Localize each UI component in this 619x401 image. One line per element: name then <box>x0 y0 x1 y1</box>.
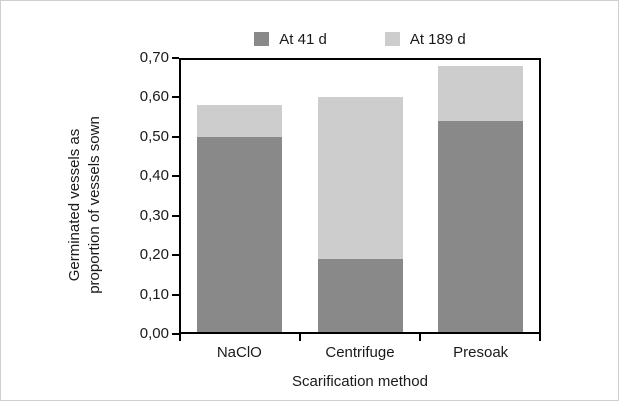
y-axis-tick <box>172 254 179 257</box>
bar-segment-at-41-d <box>317 259 403 334</box>
legend-swatch-dark-icon <box>254 32 270 46</box>
y-axis-tick <box>172 333 179 335</box>
y-axis-title: Germinated vessels as proportion of vess… <box>65 65 107 345</box>
bar-naclo <box>196 105 282 334</box>
y-axis-tick <box>172 214 179 217</box>
x-axis-category-labels: NaClO Centrifuge Presoak <box>179 344 541 361</box>
legend: At 41 d At 189 d <box>179 30 541 48</box>
bar-presoak <box>438 65 524 334</box>
x-category-label: NaClO <box>216 344 262 361</box>
bar-segment-at-189-d <box>317 97 403 260</box>
y-axis-tick <box>172 96 179 99</box>
y-axis-tick-label: 0,20 <box>139 246 169 264</box>
y-axis-tick-label: 0,10 <box>139 285 169 303</box>
y-axis-tick <box>172 57 179 59</box>
y-axis-tick <box>172 175 179 178</box>
bar-segment-at-189-d <box>196 105 282 137</box>
y-axis-tick <box>172 293 179 296</box>
legend-item-at-189d: At 189 d <box>384 30 466 48</box>
y-axis-tick-label: 0,30 <box>139 206 169 224</box>
y-axis-tick <box>172 135 179 138</box>
y-axis-title-line2: proportion of vessels sown <box>86 116 103 294</box>
legend-label: At 41 d <box>279 30 327 48</box>
x-axis-tick <box>419 334 422 341</box>
legend-item-at-41d: At 41 d <box>254 31 327 48</box>
x-axis-tick <box>179 334 181 341</box>
y-axis-tick-label: 0,50 <box>139 127 169 145</box>
x-category-label: Presoak <box>453 344 509 361</box>
legend-label: At 189 d <box>409 30 466 48</box>
y-axis-tick-label: 0,40 <box>139 167 169 185</box>
plot-area <box>172 57 541 341</box>
bar-segment-at-189-d <box>438 65 524 122</box>
bar-segment-at-41-d <box>438 121 524 334</box>
y-axis-tick-label: 0,60 <box>139 88 169 106</box>
bar-segment-at-41-d <box>196 136 282 334</box>
legend-swatch-light-icon <box>384 32 400 46</box>
bar-centrifuge <box>317 97 403 334</box>
x-axis-title: Scarification method <box>292 373 428 390</box>
x-axis-tick <box>539 334 541 341</box>
x-category-label: Centrifuge <box>325 344 395 361</box>
y-axis-tick-label: 0,00 <box>139 325 169 342</box>
x-axis-tick <box>298 334 301 341</box>
y-axis-title-line1: Germinated vessels as <box>66 128 83 282</box>
y-axis-tick-label: 0,70 <box>139 49 169 66</box>
